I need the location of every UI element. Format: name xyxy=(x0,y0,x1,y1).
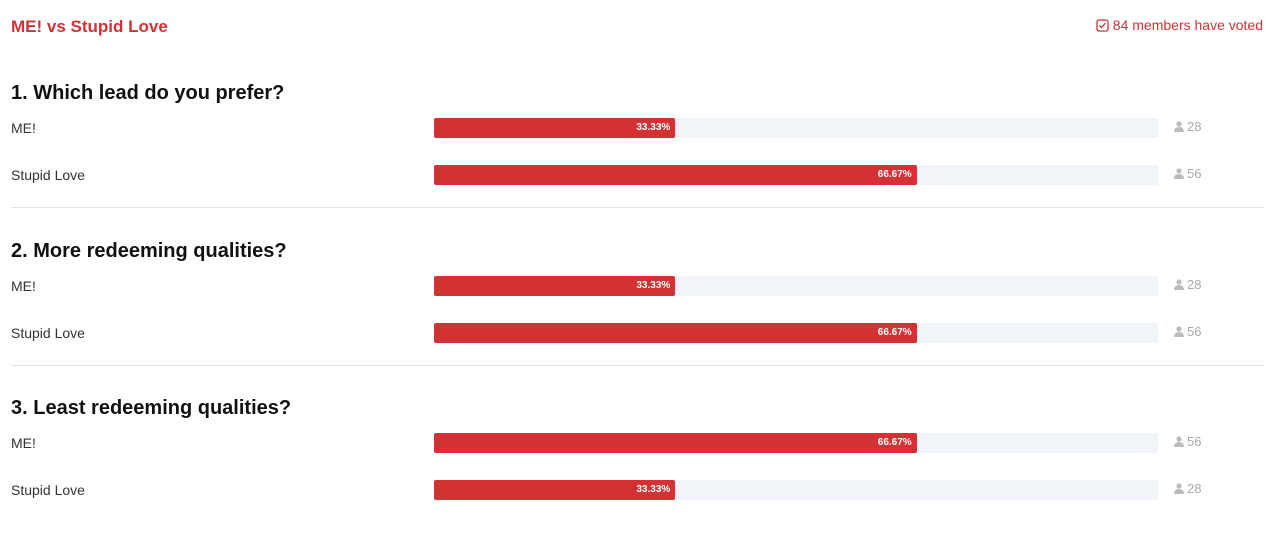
vote-count: 28 xyxy=(1174,481,1201,496)
option-label: Stupid Love xyxy=(11,324,85,341)
vote-number: 56 xyxy=(1187,323,1202,339)
question: 1. Which lead do you prefer? ME! 33.33% 28 S… xyxy=(11,82,1264,240)
vote-count: 56 xyxy=(1174,166,1201,181)
person-icon xyxy=(1174,168,1184,179)
option-label: Stupid Love xyxy=(11,167,85,183)
percent-label: 66.67% xyxy=(877,169,912,180)
result-bar: 33.33% xyxy=(434,480,676,500)
percent-label: 33.33% xyxy=(636,279,671,291)
person-icon xyxy=(1174,325,1184,337)
separator xyxy=(11,207,1264,208)
voted-text: 84 members have voted xyxy=(1112,17,1263,33)
vote-number: 56 xyxy=(1187,166,1202,181)
bar-track: 66.67% xyxy=(434,322,1158,343)
result-bar: 66.67% xyxy=(434,322,917,343)
percent-label: 33.33% xyxy=(636,484,671,495)
question-title: 3. Least redeeming qualities? xyxy=(11,397,292,419)
bar-track: 66.67% xyxy=(434,433,1158,453)
vote-count: 28 xyxy=(1174,119,1201,134)
result-bar: 33.33% xyxy=(434,118,676,138)
question-title: 2. More redeeming qualities? xyxy=(11,239,287,262)
vote-count: 56 xyxy=(1174,434,1201,449)
option-label: ME! xyxy=(11,120,36,136)
bar-track: 33.33% xyxy=(434,118,1158,138)
person-icon xyxy=(1174,121,1184,132)
option-label: ME! xyxy=(11,435,36,451)
check-icon xyxy=(1096,18,1109,32)
option: Stupid Love 33.33% 28 xyxy=(11,480,1264,502)
vote-number: 28 xyxy=(1187,481,1202,496)
question: 2. More redeeming qualities? ME! 33.33% 28 S… xyxy=(11,240,1264,398)
poll-title: ME! vs Stupid Love xyxy=(11,17,168,36)
voted-count: 84 members have voted xyxy=(1096,17,1263,33)
option: ME! 33.33% 28 xyxy=(11,275,1264,298)
option: ME! 66.67% 56 xyxy=(11,433,1264,455)
poll-page: ME! vs Stupid Love 84 members have voted… xyxy=(11,17,1264,500)
question-title: 1. Which lead do you prefer? xyxy=(11,82,285,104)
vote-count: 28 xyxy=(1174,277,1201,292)
vote-number: 56 xyxy=(1187,434,1202,449)
result-bar: 33.33% xyxy=(434,275,676,296)
separator xyxy=(11,364,1264,366)
option: ME! 33.33% 28 xyxy=(11,118,1264,140)
result-bar: 66.67% xyxy=(434,433,917,453)
option: Stupid Love 66.67% 56 xyxy=(11,322,1264,345)
bar-track: 33.33% xyxy=(434,275,1158,296)
option: Stupid Love 66.67% 56 xyxy=(11,165,1264,187)
vote-number: 28 xyxy=(1187,119,1202,134)
percent-label: 33.33% xyxy=(636,122,671,133)
person-icon xyxy=(1174,278,1184,290)
result-bar: 66.67% xyxy=(434,165,917,185)
percent-label: 66.67% xyxy=(877,437,912,448)
question: 3. Least redeeming qualities? ME! 66.67% 56… xyxy=(11,397,1264,555)
vote-count: 56 xyxy=(1174,324,1201,339)
option-label: ME! xyxy=(11,277,36,294)
option-label: Stupid Love xyxy=(11,482,85,498)
vote-number: 28 xyxy=(1187,276,1202,292)
percent-label: 66.67% xyxy=(877,326,912,338)
bar-track: 33.33% xyxy=(434,480,1158,500)
person-icon xyxy=(1174,483,1184,494)
person-icon xyxy=(1174,436,1184,447)
bar-track: 66.67% xyxy=(434,165,1158,185)
